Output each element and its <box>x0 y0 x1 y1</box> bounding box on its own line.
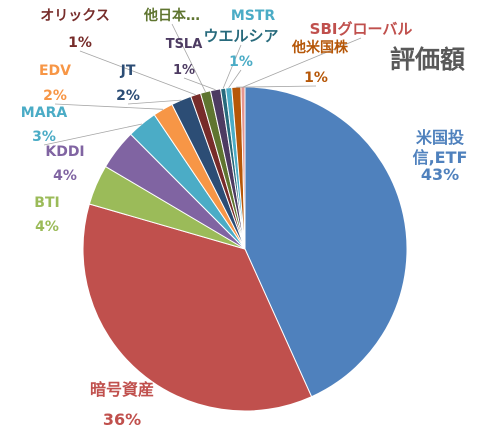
slice-name-label-1: 暗号資産 <box>90 380 154 399</box>
slice-percent-label-7: 1% <box>68 35 92 51</box>
slice-percent-label-2: 4% <box>35 219 59 235</box>
slice-percent-label-6: 2% <box>116 88 140 104</box>
slice-percent-label-11: 1% <box>229 54 253 70</box>
slice-percent-label-1: 36% <box>103 410 141 429</box>
slice-percent-label-12: 1% <box>304 70 328 86</box>
slice-name-label-12: 他米国株 <box>291 39 349 56</box>
slice-percent-label-9: 1% <box>173 63 195 78</box>
slice-percent-label-5: 2% <box>43 88 67 104</box>
slice-percent-label-0: 43% <box>421 165 459 184</box>
slice-name-label-5: EDV <box>39 63 71 79</box>
slice-name-label-3: KDDI <box>45 144 84 160</box>
slice-name-label-0: 米国投信,ETF <box>413 128 468 167</box>
slice-name-label-8: 他日本… <box>143 7 200 24</box>
leader-line-12 <box>236 85 317 88</box>
slice-name-line-1: 信,ETF <box>413 148 468 167</box>
leader-line-7 <box>79 50 196 96</box>
leader-line-11 <box>228 69 242 89</box>
slice-name-label-6: JT <box>120 63 136 79</box>
slice-percent-label-4: 3% <box>32 129 56 145</box>
chart-title: 評価額 <box>390 45 465 74</box>
slice-name-label-4: MARA <box>21 105 68 121</box>
leader-line-6 <box>127 99 182 105</box>
leader-line-4 <box>43 123 143 146</box>
slice-name-label-10: ウエルシア <box>203 27 278 45</box>
leader-line-13 <box>242 37 362 88</box>
slice-name-label-13: SBIグローバル <box>310 20 413 38</box>
slice-name-line-0: 米国投 <box>416 128 464 147</box>
leader-lines <box>43 23 362 146</box>
slice-name-label-11: MSTR <box>231 8 276 24</box>
leader-line-9 <box>183 77 216 91</box>
leader-line-8 <box>171 23 206 93</box>
slice-percent-label-3: 4% <box>53 168 77 184</box>
pie-slices <box>82 86 408 412</box>
slice-name-label-7: オリックス <box>40 8 110 24</box>
slice-name-label-9: TSLA <box>166 37 203 52</box>
slice-name-label-2: BTI <box>34 195 59 211</box>
pie-slice-1 <box>82 203 313 412</box>
leader-line-5 <box>54 103 164 110</box>
pie-slice-0 <box>244 86 408 398</box>
leader-line-10 <box>222 44 242 89</box>
